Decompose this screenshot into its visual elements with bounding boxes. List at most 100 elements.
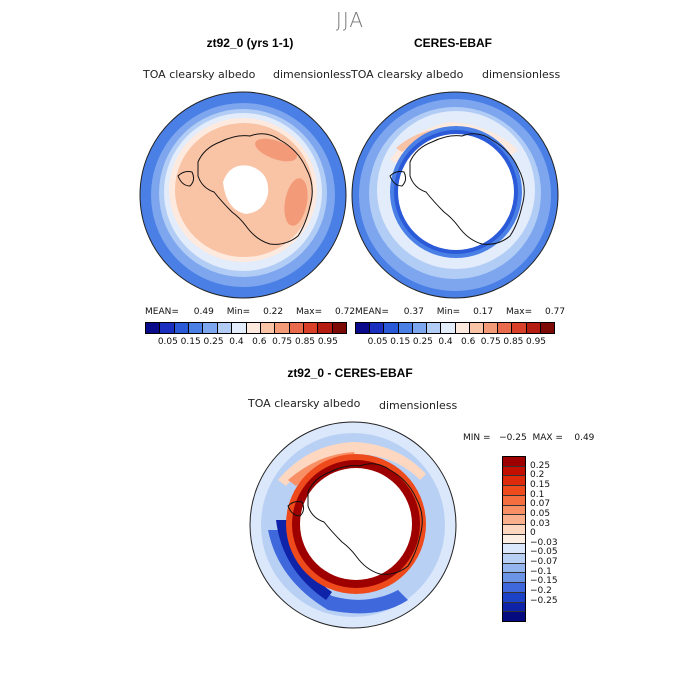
colorbar-swatch <box>503 544 525 555</box>
model-max-label: Max= <box>296 307 323 317</box>
colorbar-tick-label: 0.95 <box>317 337 338 347</box>
colorbar-swatch <box>512 323 527 333</box>
model-max-value: 0.72 <box>335 307 356 317</box>
model-stats: MEAN= 0.49 Min= 0.22 Max= 0.72 <box>145 307 355 317</box>
colorbar-tick-label: −0.25 <box>530 595 558 606</box>
obs-panel-title: CERES-EBAF <box>413 36 492 50</box>
colorbar-tick-label: −0.07 <box>530 557 558 568</box>
obs-polar-hole <box>398 134 514 250</box>
model-field-patch2 <box>284 178 308 226</box>
diff-variable-label: TOA clearsky albedo <box>248 397 361 410</box>
diff-map-border <box>249 421 457 629</box>
colorbar-tick-label: −0.15 <box>530 576 558 587</box>
colorbar-tick-label: 0.25 <box>203 337 224 347</box>
obs-map-border <box>351 91 559 299</box>
diff-colorbar-ticks: 0.25 0.2 0.15 0.1 0.07 0.05 0.03 0 −0.03 −0.05 −0.… <box>530 456 590 620</box>
colorbar-swatch <box>303 323 319 333</box>
colorbar-swatch <box>160 323 175 333</box>
colorbar-tick-label: 0.75 <box>480 337 501 347</box>
colorbar-swatch <box>427 323 442 333</box>
diff-units-label: dimensionless <box>379 399 458 412</box>
colorbar-tick-label: −0.03 <box>530 537 558 548</box>
colorbar-swatch <box>441 323 456 333</box>
colorbar-tick-label: 0.03 <box>530 518 551 529</box>
obs-mean-label: MEAN= <box>355 307 389 317</box>
colorbar-tick-label: −0.2 <box>530 586 552 597</box>
colorbar-swatch <box>503 505 525 516</box>
obs-field-patch1 <box>390 122 518 164</box>
model-polar-hole <box>223 165 269 214</box>
model-variable-label: TOA clearsky albedo <box>143 68 256 81</box>
model-map-border <box>139 91 347 299</box>
model-mean-value: 0.49 <box>193 307 214 317</box>
colorbar-swatch <box>289 323 304 333</box>
colorbar-tick-label: 0.4 <box>229 337 244 347</box>
model-polar-map <box>139 91 347 299</box>
colorbar-swatch <box>146 323 161 333</box>
obs-colorbar <box>355 322 555 334</box>
colorbar-swatch <box>412 323 428 333</box>
obs-colorbar-ticks: 0.05 0.15 0.25 0.4 0.6 0.75 0.85 0.95 <box>355 337 553 349</box>
colorbar-swatch <box>503 563 525 574</box>
colorbar-tick-label: 0.07 <box>530 499 551 510</box>
colorbar-swatch <box>503 612 525 621</box>
colorbar-swatch <box>483 323 499 333</box>
colorbar-swatch <box>503 592 525 603</box>
colorbar-swatch <box>174 323 190 333</box>
diff-polar-map <box>249 421 457 629</box>
colorbar-tick-label: 0.15 <box>180 337 201 347</box>
colorbar-swatch <box>503 554 525 564</box>
colorbar-swatch <box>469 323 484 333</box>
colorbar-tick-label: 0.75 <box>272 337 293 347</box>
colorbar-swatch <box>503 573 525 584</box>
colorbar-swatch <box>332 323 347 333</box>
colorbar-swatch <box>246 323 261 333</box>
colorbar-swatch <box>503 515 525 525</box>
colorbar-tick-label: 0.6 <box>460 337 476 347</box>
colorbar-tick-label: 0 <box>530 528 536 539</box>
diff-panel-title: zt92_0 - CERES-EBAF <box>287 366 413 380</box>
diff-field-warm-arc <box>278 442 426 486</box>
model-colorbar-ticks: 0.05 0.15 0.25 0.4 0.6 0.75 0.85 0.95 <box>145 337 345 349</box>
colorbar-tick-label: 0.15 <box>530 479 551 490</box>
colorbar-swatch <box>189 323 204 333</box>
colorbar-swatch <box>503 534 525 545</box>
colorbar-swatch <box>398 323 413 333</box>
colorbar-tick-label: 0.1 <box>530 489 545 500</box>
obs-polar-map <box>351 91 559 299</box>
obs-min-value: 0.17 <box>473 307 494 317</box>
colorbar-swatch <box>503 495 525 506</box>
colorbar-swatch <box>203 323 218 333</box>
model-coastline <box>177 133 313 245</box>
obs-min-label: Min= <box>436 307 461 317</box>
obs-max-label: Max= <box>506 307 533 317</box>
colorbar-swatch <box>503 524 525 535</box>
model-field-patch1 <box>255 138 297 162</box>
colorbar-tick-label: 0.2 <box>530 470 545 481</box>
colorbar-swatch <box>503 486 525 496</box>
obs-coastline <box>389 133 525 245</box>
colorbar-tick-label: 0.85 <box>294 337 316 347</box>
obs-max-value: 0.77 <box>545 307 566 317</box>
colorbar-swatch <box>217 323 233 333</box>
colorbar-swatch <box>356 323 371 333</box>
colorbar-swatch <box>503 476 525 487</box>
colorbar-swatch <box>540 323 555 333</box>
colorbar-swatch <box>318 323 333 333</box>
diff-polar-hole <box>300 468 412 580</box>
colorbar-swatch <box>232 323 247 333</box>
colorbar-tick-label: 0.25 <box>412 337 433 347</box>
colorbar-tick-label: 0.15 <box>390 337 411 347</box>
colorbar-swatch <box>503 466 525 477</box>
colorbar-swatch <box>503 602 525 613</box>
colorbar-swatch <box>503 457 525 467</box>
colorbar-tick-label: 0.25 <box>530 460 551 471</box>
colorbar-swatch <box>275 323 290 333</box>
colorbar-tick-label: −0.05 <box>530 547 558 558</box>
colorbar-swatch <box>384 323 399 333</box>
colorbar-swatch <box>503 583 525 593</box>
model-colorbar <box>145 322 347 334</box>
colorbar-tick-label: 0.05 <box>157 337 178 347</box>
colorbar-tick-label: 0.95 <box>525 337 547 347</box>
model-min-value: 0.22 <box>263 307 284 317</box>
